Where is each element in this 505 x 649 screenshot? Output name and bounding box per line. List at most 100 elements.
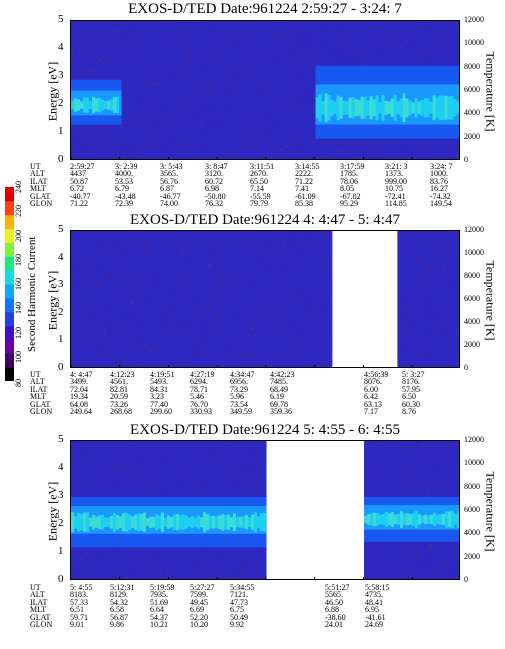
noise-dot [102, 266, 104, 268]
orbit-cell: 71.22 [295, 176, 313, 186]
orbit-cell: 64.08 [70, 399, 88, 409]
panel-title: EXOS-D/TED Date:961224 5: 4:55 - 6: 4:55 [130, 422, 400, 438]
band-core [89, 101, 92, 109]
noise-dot [157, 96, 159, 98]
noise-dot [430, 60, 432, 62]
band-core [215, 516, 218, 528]
noise-dot [416, 348, 418, 350]
noise-dot [88, 58, 91, 60]
orbit-cell: 4: 4:47 [70, 370, 93, 379]
noise-dot [157, 553, 160, 555]
orbit-cell: 50.87 [70, 176, 88, 186]
noise-dot [408, 557, 410, 559]
noise-dot [208, 120, 210, 122]
orbit-cell: 6.87 [160, 184, 174, 194]
band-core [209, 515, 212, 529]
noise-dot [251, 354, 253, 356]
orbit-row-label: ALT [30, 377, 45, 387]
orbit-cell: 72.04 [70, 384, 88, 394]
band-core [408, 100, 412, 116]
noise-dot [305, 100, 307, 102]
noise-dot [298, 253, 301, 255]
noise-dot [226, 116, 228, 118]
orbit-cell: 20.59 [110, 392, 128, 402]
noise-dot [384, 154, 387, 156]
band-core [137, 513, 140, 532]
noise-dot [407, 314, 409, 316]
band-core [376, 512, 380, 526]
noise-dot [377, 476, 379, 478]
noise-dot [223, 38, 226, 40]
band-core [242, 516, 245, 529]
noise-dot [382, 577, 385, 579]
noise-dot [338, 150, 340, 152]
noise-dot [148, 276, 151, 278]
noise-dot [132, 62, 135, 64]
noise-dot [414, 446, 416, 448]
noise-dot [299, 239, 301, 241]
band-core [116, 96, 119, 114]
band-core [86, 97, 89, 113]
noise-dot [258, 463, 260, 466]
noise-dot [230, 576, 232, 578]
y2-tick-label: 10000 [464, 458, 484, 468]
noise-dot [193, 346, 195, 348]
orbit-cell: 9.86 [110, 619, 124, 629]
noise-dot [214, 89, 216, 92]
noise-dot [254, 47, 256, 49]
noise-dot [336, 52, 339, 54]
orbit-row-label: UT [30, 583, 41, 592]
noise-dot [247, 450, 250, 452]
noise-dot [414, 466, 416, 469]
band-core [369, 96, 373, 120]
noise-dot [187, 114, 189, 116]
y2-tick-label: 8000 [464, 271, 480, 280]
noise-dot [280, 27, 283, 29]
orbit-cell: 3.23 [150, 392, 164, 402]
y-tick-label: 1 [58, 545, 64, 557]
noise-dot [280, 149, 283, 151]
noise-dot [84, 72, 86, 74]
noise-dot [237, 151, 240, 153]
noise-dot [445, 561, 447, 564]
noise-dot [195, 79, 197, 81]
noise-dot [235, 486, 238, 488]
noise-dot [265, 349, 267, 351]
noise-dot [310, 299, 312, 301]
noise-dot [74, 314, 76, 316]
orbit-cell: 56.76 [160, 176, 178, 186]
y2-tick-label: 4000 [464, 528, 480, 538]
noise-dot [290, 336, 292, 338]
colorbar-segment [5, 270, 14, 285]
band-core [336, 95, 340, 121]
noise-dot [208, 356, 210, 358]
noise-dot [408, 573, 410, 575]
noise-dot [399, 323, 401, 325]
noise-dot [241, 136, 244, 138]
noise-dot [154, 22, 156, 24]
noise-dot [452, 22, 454, 24]
noise-dot [362, 144, 365, 146]
band-core [95, 98, 98, 112]
noise-dot [389, 28, 391, 31]
noise-dot [209, 460, 212, 462]
noise-dot [137, 71, 139, 73]
noise-dot [268, 271, 270, 273]
noise-dot [267, 86, 269, 88]
noise-dot [132, 279, 134, 281]
orbit-cell: 49.45 [190, 597, 208, 607]
noise-dot [192, 49, 194, 51]
noise-dot [92, 70, 94, 72]
noise-dot [242, 465, 245, 467]
noise-dot [429, 331, 431, 333]
noise-dot [259, 576, 261, 578]
noise-dot [112, 464, 115, 466]
noise-dot [139, 471, 141, 473]
band-core [439, 514, 443, 525]
noise-dot [429, 565, 431, 567]
orbit-cell: 54.37 [150, 612, 168, 622]
noise-dot [149, 239, 151, 241]
noise-dot [140, 241, 143, 243]
noise-dot [241, 78, 243, 80]
noise-dot [300, 233, 302, 235]
